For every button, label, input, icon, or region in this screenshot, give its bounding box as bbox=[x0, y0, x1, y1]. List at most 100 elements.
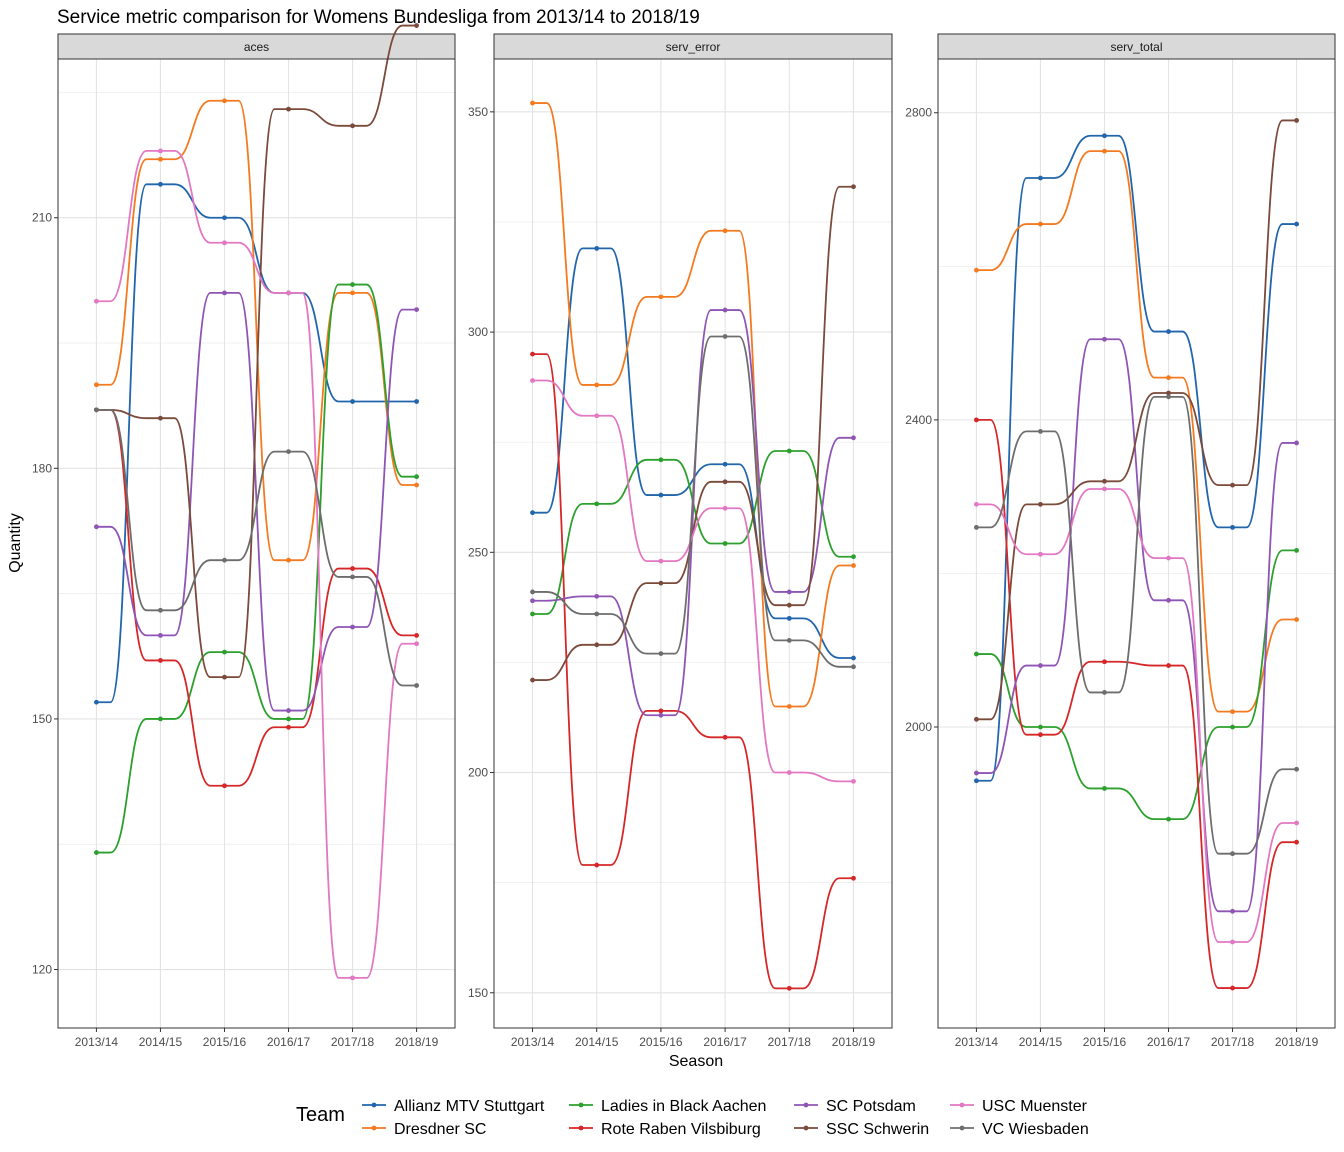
data-point bbox=[1102, 133, 1107, 139]
data-point bbox=[1038, 663, 1043, 668]
data-point bbox=[1038, 724, 1043, 730]
data-point bbox=[658, 492, 664, 498]
series-ssc-schwerin bbox=[974, 118, 1299, 722]
series-line bbox=[96, 408, 417, 687]
panel-strip-label: aces bbox=[244, 40, 269, 54]
x-tick-label: 2013/14 bbox=[955, 1035, 999, 1049]
data-point bbox=[286, 449, 291, 455]
data-point bbox=[350, 975, 355, 981]
data-point bbox=[1102, 786, 1107, 791]
data-point bbox=[1166, 329, 1171, 334]
data-point bbox=[222, 674, 227, 680]
series-sc-potsdam bbox=[530, 307, 856, 718]
data-point bbox=[974, 501, 979, 507]
data-point bbox=[851, 435, 856, 441]
legend-item-dresdner-sc: Dresdner SC bbox=[362, 1121, 486, 1138]
data-point bbox=[1166, 555, 1171, 561]
data-point bbox=[658, 708, 664, 714]
data-point bbox=[1230, 524, 1235, 530]
data-point bbox=[530, 611, 535, 617]
data-point bbox=[414, 23, 419, 28]
chart-title: Service metric comparison for Womens Bun… bbox=[57, 7, 700, 28]
y-tick-label: 200 bbox=[468, 766, 488, 780]
data-point bbox=[350, 123, 355, 129]
data-point bbox=[158, 148, 163, 154]
data-point bbox=[1102, 148, 1107, 154]
data-point bbox=[222, 557, 227, 563]
data-point bbox=[1166, 663, 1171, 668]
data-point bbox=[722, 479, 728, 485]
legend-label: Dresdner SC bbox=[394, 1121, 486, 1138]
y-tick-label: 2400 bbox=[905, 413, 932, 427]
data-point bbox=[974, 778, 979, 784]
legend-item-allianz-mtv-stuttgart: Allianz MTV Stuttgart bbox=[362, 1098, 545, 1115]
data-point bbox=[974, 716, 979, 722]
data-point bbox=[594, 382, 600, 388]
data-point bbox=[722, 228, 728, 234]
series-line bbox=[976, 418, 1297, 989]
series-vc-wiesbaden bbox=[530, 334, 856, 670]
x-tick-label: 2016/17 bbox=[267, 1035, 311, 1049]
data-point bbox=[530, 351, 535, 357]
data-point bbox=[94, 850, 99, 855]
legend-marker bbox=[803, 1102, 809, 1108]
data-point bbox=[158, 607, 163, 613]
data-point bbox=[1166, 375, 1171, 381]
legend-title: Team bbox=[296, 1104, 345, 1126]
data-point bbox=[414, 307, 419, 313]
data-point bbox=[786, 615, 792, 621]
data-point bbox=[94, 407, 99, 413]
data-point bbox=[530, 100, 535, 106]
y-tick-label: 150 bbox=[32, 712, 52, 726]
data-point bbox=[851, 655, 856, 661]
series-usc-muenster bbox=[94, 148, 419, 981]
data-point bbox=[1166, 597, 1171, 603]
series-dresdner-sc bbox=[974, 148, 1299, 715]
x-tick-label: 2018/19 bbox=[1275, 1035, 1319, 1049]
legend-item-rote-raben-vilsbiburg: Rote Raben Vilsbiburg bbox=[569, 1121, 761, 1138]
data-point bbox=[1102, 336, 1107, 342]
series-allianz-mtv-stuttgart bbox=[530, 245, 856, 661]
x-tick-label: 2015/16 bbox=[203, 1035, 247, 1049]
y-tick-label: 2800 bbox=[905, 106, 932, 120]
data-point bbox=[94, 298, 99, 304]
data-point bbox=[722, 734, 728, 740]
data-point bbox=[414, 474, 419, 480]
series-line bbox=[96, 183, 417, 704]
data-point bbox=[414, 399, 419, 404]
data-point bbox=[350, 399, 355, 404]
data-point bbox=[1294, 221, 1299, 227]
data-point bbox=[851, 664, 856, 670]
y-tick-label: 350 bbox=[468, 105, 488, 119]
legend-marker bbox=[371, 1102, 377, 1108]
y-tick-label: 300 bbox=[468, 325, 488, 339]
data-point bbox=[722, 505, 728, 511]
data-point bbox=[974, 417, 979, 423]
legend-item-usc-muenster: USC Muenster bbox=[950, 1098, 1088, 1115]
panel-grid bbox=[58, 59, 455, 1028]
x-tick-label: 2014/15 bbox=[139, 1035, 183, 1049]
data-point bbox=[1102, 659, 1107, 665]
data-point bbox=[286, 106, 291, 112]
series-line bbox=[976, 488, 1297, 943]
data-point bbox=[1230, 482, 1235, 488]
data-point bbox=[1294, 440, 1299, 446]
series-vc-wiesbaden bbox=[94, 407, 419, 688]
legend-marker bbox=[578, 1102, 584, 1108]
data-point bbox=[974, 267, 979, 273]
legend-item-vc-wiesbaden: VC Wiesbaden bbox=[950, 1121, 1089, 1138]
panel-series bbox=[530, 100, 856, 991]
data-point bbox=[530, 510, 535, 516]
series-line bbox=[976, 134, 1297, 782]
data-point bbox=[286, 716, 291, 722]
series-line bbox=[976, 549, 1297, 821]
data-point bbox=[974, 770, 979, 776]
series-ladies-in-black-aachen bbox=[94, 282, 419, 855]
x-tick-label: 2014/15 bbox=[575, 1035, 619, 1049]
legend-items: Allianz MTV Stuttgart Dresdner SC Ladies i… bbox=[362, 1098, 1089, 1138]
data-point bbox=[594, 245, 600, 251]
x-axis-label: Season bbox=[669, 1053, 723, 1070]
series-line bbox=[976, 395, 1297, 855]
series-line bbox=[976, 150, 1297, 713]
series-usc-muenster bbox=[974, 486, 1299, 945]
